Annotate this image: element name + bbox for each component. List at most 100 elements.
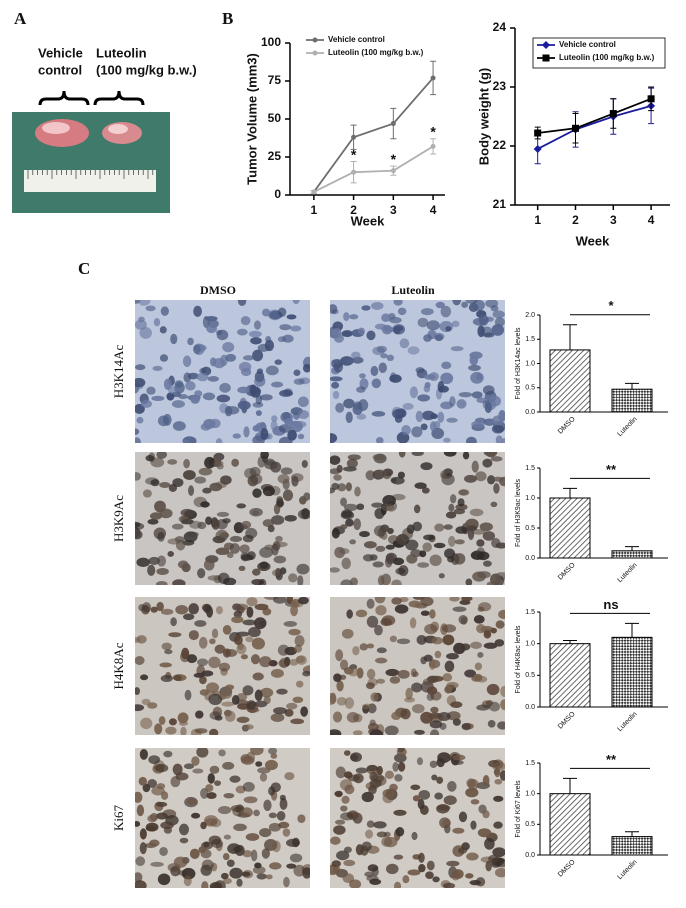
nucleus <box>183 469 196 480</box>
nucleus <box>371 410 386 417</box>
nucleus <box>376 831 388 838</box>
nucleus <box>257 767 271 774</box>
nucleus <box>293 378 305 385</box>
nucleus <box>407 869 421 876</box>
nucleus <box>436 776 444 784</box>
nucleus <box>290 604 298 617</box>
nucleus <box>240 807 253 818</box>
nucleus <box>255 761 263 767</box>
nucleus <box>343 859 356 867</box>
nucleus <box>196 658 209 666</box>
nucleus <box>210 517 219 528</box>
nucleus <box>442 673 453 682</box>
nucleus <box>235 603 249 611</box>
nucleus <box>469 508 484 517</box>
nucleus <box>135 377 146 388</box>
nucleus <box>222 761 235 770</box>
nucleus <box>242 355 255 361</box>
x-tick-label: DMSO <box>557 858 577 878</box>
nucleus <box>201 881 209 888</box>
nucleus <box>339 779 353 791</box>
y-tick-label: 1.0 <box>525 791 535 798</box>
nucleus <box>254 862 262 869</box>
nucleus <box>467 529 475 540</box>
nucleus <box>367 864 379 872</box>
nucleus <box>393 881 402 888</box>
nucleus <box>292 837 300 848</box>
nucleus <box>231 458 240 467</box>
nucleus <box>198 846 206 854</box>
nucleus <box>448 503 455 512</box>
nucleus <box>476 623 486 634</box>
nucleus <box>202 392 216 401</box>
nucleus <box>180 508 194 517</box>
nucleus <box>295 680 304 688</box>
nucleus <box>202 487 212 494</box>
nucleus <box>245 833 260 841</box>
row-label: Ki67 <box>111 805 126 832</box>
nucleus <box>452 754 466 761</box>
nucleus <box>268 822 281 832</box>
nucleus <box>270 753 278 759</box>
nucleus <box>136 804 145 817</box>
y-tick-label: 0.5 <box>525 525 535 532</box>
photo-label: Vehicle <box>38 45 83 60</box>
nucleus <box>388 316 402 324</box>
nucleus <box>411 831 418 841</box>
nucleus <box>241 871 251 877</box>
panel-label: C <box>78 259 90 278</box>
y-tick-label: 0 <box>274 187 281 201</box>
bracket <box>38 90 90 106</box>
nucleus <box>189 848 200 860</box>
nucleus <box>434 792 443 800</box>
nucleus <box>260 428 269 440</box>
nucleus <box>343 398 355 409</box>
nucleus <box>430 729 440 735</box>
nucleus <box>490 501 498 508</box>
nucleus <box>254 617 267 630</box>
nucleus <box>376 765 383 775</box>
micrograph <box>135 597 310 735</box>
nucleus <box>175 539 186 551</box>
nucleus <box>369 729 384 735</box>
nucleus <box>229 867 243 879</box>
nucleus <box>391 476 405 485</box>
nucleus <box>418 789 431 800</box>
nucleus <box>156 601 164 612</box>
nucleus <box>151 786 165 796</box>
nucleus <box>156 452 168 459</box>
y-tick-label: 1.5 <box>525 760 535 767</box>
nucleus <box>381 836 393 847</box>
nucleus <box>422 678 434 686</box>
nucleus <box>203 841 210 848</box>
nucleus <box>423 654 433 662</box>
marker <box>542 41 550 49</box>
nucleus <box>355 609 368 618</box>
nucleus <box>237 386 250 394</box>
x-tick-label: 1 <box>311 203 318 217</box>
nucleus <box>424 624 438 635</box>
nucleus <box>175 604 189 615</box>
nucleus <box>275 535 283 542</box>
nucleus <box>236 503 247 509</box>
nucleus <box>461 597 473 602</box>
nucleus <box>356 386 366 393</box>
nucleus <box>243 426 250 438</box>
nucleus <box>341 628 354 639</box>
nucleus <box>488 854 499 863</box>
nucleus <box>466 778 476 788</box>
nucleus <box>429 760 438 769</box>
nucleus <box>364 871 374 878</box>
series-line <box>537 97 652 134</box>
x-tick-label: Luteolin <box>616 562 638 584</box>
nucleus <box>271 569 281 577</box>
nucleus <box>359 530 370 538</box>
nucleus <box>402 875 410 884</box>
nucleus <box>341 330 353 338</box>
nucleus <box>391 597 402 605</box>
nucleus <box>286 863 297 869</box>
nucleus <box>182 355 192 368</box>
ruler <box>24 170 156 192</box>
nucleus <box>452 300 462 306</box>
nucleus <box>366 598 375 609</box>
